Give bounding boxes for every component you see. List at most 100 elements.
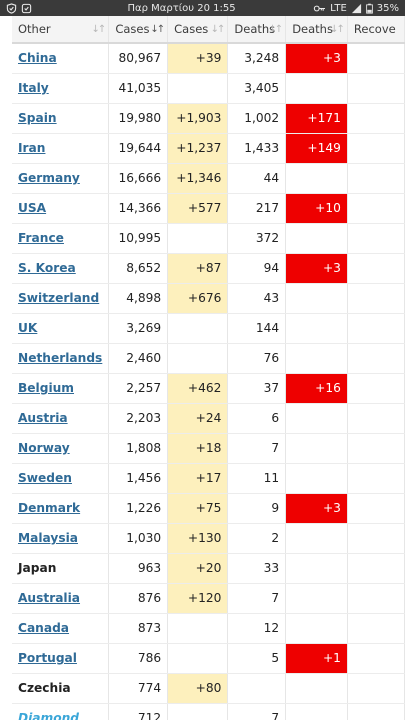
battery-level: 35%: [376, 2, 399, 14]
total-cases-cell: 712: [108, 703, 169, 720]
recovered-cell: [347, 253, 405, 284]
total-deaths-cell: 372: [227, 223, 287, 254]
table-body: China 80,967 +39 3,248 +3 Italy 41,035 3,405 Spa…: [12, 43, 405, 720]
table-row: Austria 2,203 +24 6: [12, 403, 405, 434]
country-cell: Japan: [12, 553, 110, 584]
new-cases-cell: +676: [167, 283, 229, 314]
total-deaths-cell: 76: [227, 343, 287, 374]
new-cases-cell: [167, 73, 229, 104]
new-deaths-cell: [285, 343, 348, 374]
new-cases-cell: [167, 313, 229, 344]
country-cell[interactable]: Diamond: [12, 703, 110, 720]
new-cases-cell: [167, 643, 229, 674]
new-cases-cell: +75: [167, 493, 229, 524]
new-deaths-cell: +3: [285, 253, 348, 284]
country-cell[interactable]: Norway: [12, 433, 110, 464]
table-row: Portugal 786 5 +1: [12, 643, 405, 674]
total-deaths-cell: 7: [227, 703, 287, 720]
header-new-deaths[interactable]: Deaths ↓↑: [285, 16, 348, 44]
country-cell[interactable]: Germany: [12, 163, 110, 194]
notification-shield-icon: [6, 2, 17, 14]
total-cases-cell: 963: [108, 553, 169, 584]
country-cell[interactable]: France: [12, 223, 110, 254]
new-cases-cell: +17: [167, 463, 229, 494]
header-total-cases[interactable]: Cases ↓↑: [108, 16, 169, 44]
covid-table-container[interactable]: Other ↓↑ Cases ↓↑ Cases ↓↑ Deaths ↓↑ Deaths ↓…: [0, 16, 405, 720]
new-cases-cell: +87: [167, 253, 229, 284]
country-cell[interactable]: Canada: [12, 613, 110, 644]
table-row: Norway 1,808 +18 7: [12, 433, 405, 464]
total-cases-cell: 19,980: [108, 103, 169, 134]
country-cell[interactable]: Belgium: [12, 373, 110, 404]
total-deaths-cell: 144: [227, 313, 287, 344]
total-cases-cell: 41,035: [108, 73, 169, 104]
table-row: Australia 876 +120 7: [12, 583, 405, 614]
header-recovered[interactable]: Recove: [347, 16, 405, 44]
header-new-cases[interactable]: Cases ↓↑: [167, 16, 229, 44]
country-cell[interactable]: UK: [12, 313, 110, 344]
country-cell[interactable]: Italy: [12, 73, 110, 104]
country-cell[interactable]: Spain: [12, 103, 110, 134]
table-row: Denmark 1,226 +75 9 +3: [12, 493, 405, 524]
table-row: China 80,967 +39 3,248 +3: [12, 43, 405, 74]
new-cases-cell: [167, 613, 229, 644]
new-deaths-cell: [285, 463, 348, 494]
total-cases-cell: 786: [108, 643, 169, 674]
country-cell[interactable]: China: [12, 43, 110, 74]
new-deaths-cell: [285, 523, 348, 554]
total-cases-cell: 80,967: [108, 43, 169, 74]
recovered-cell: [347, 373, 405, 404]
status-bar-left: [0, 2, 70, 14]
new-deaths-cell: [285, 583, 348, 614]
recovered-cell: [347, 703, 405, 720]
header-total-deaths[interactable]: Deaths ↓↑: [227, 16, 287, 44]
total-deaths-cell: [227, 673, 287, 704]
recovered-cell: [347, 403, 405, 434]
total-cases-cell: 1,808: [108, 433, 169, 464]
new-deaths-cell: [285, 433, 348, 464]
sort-desc-icon: ↓↑: [150, 24, 165, 35]
country-cell[interactable]: Portugal: [12, 643, 110, 674]
new-deaths-cell: +3: [285, 493, 348, 524]
new-cases-cell: [167, 703, 229, 720]
recovered-cell: [347, 523, 405, 554]
country-cell[interactable]: Austria: [12, 403, 110, 434]
new-deaths-cell: [285, 283, 348, 314]
new-cases-cell: +577: [167, 193, 229, 224]
recovered-cell: [347, 103, 405, 134]
country-cell[interactable]: Malaysia: [12, 523, 110, 554]
total-cases-cell: 8,652: [108, 253, 169, 284]
signal-icon: [351, 3, 361, 13]
total-deaths-cell: 5: [227, 643, 287, 674]
total-deaths-cell: 217: [227, 193, 287, 224]
country-cell[interactable]: Switzerland: [12, 283, 110, 314]
total-cases-cell: 1,456: [108, 463, 169, 494]
country-cell[interactable]: Australia: [12, 583, 110, 614]
total-deaths-cell: 1,002: [227, 103, 287, 134]
recovered-cell: [347, 43, 405, 74]
sort-icon: ↓↑: [268, 24, 283, 35]
recovered-cell: [347, 493, 405, 524]
country-cell[interactable]: Netherlands: [12, 343, 110, 374]
total-cases-cell: 16,666: [108, 163, 169, 194]
new-deaths-cell: [285, 703, 348, 720]
total-cases-cell: 1,226: [108, 493, 169, 524]
new-deaths-cell: [285, 553, 348, 584]
new-cases-cell: +1,346: [167, 163, 229, 194]
country-cell[interactable]: S. Korea: [12, 253, 110, 284]
new-deaths-cell: [285, 313, 348, 344]
total-deaths-cell: 3,248: [227, 43, 287, 74]
new-deaths-cell: [285, 73, 348, 104]
new-deaths-cell: [285, 673, 348, 704]
total-cases-cell: 876: [108, 583, 169, 614]
header-country[interactable]: Other ↓↑: [12, 16, 110, 44]
new-deaths-cell: +171: [285, 103, 348, 134]
new-cases-cell: +1,237: [167, 133, 229, 164]
country-cell[interactable]: Denmark: [12, 493, 110, 524]
country-cell[interactable]: USA: [12, 193, 110, 224]
table-row: Belgium 2,257 +462 37 +16: [12, 373, 405, 404]
country-cell[interactable]: Iran: [12, 133, 110, 164]
country-cell[interactable]: Sweden: [12, 463, 110, 494]
sort-icon: ↓↑: [330, 24, 345, 35]
total-deaths-cell: 7: [227, 433, 287, 464]
